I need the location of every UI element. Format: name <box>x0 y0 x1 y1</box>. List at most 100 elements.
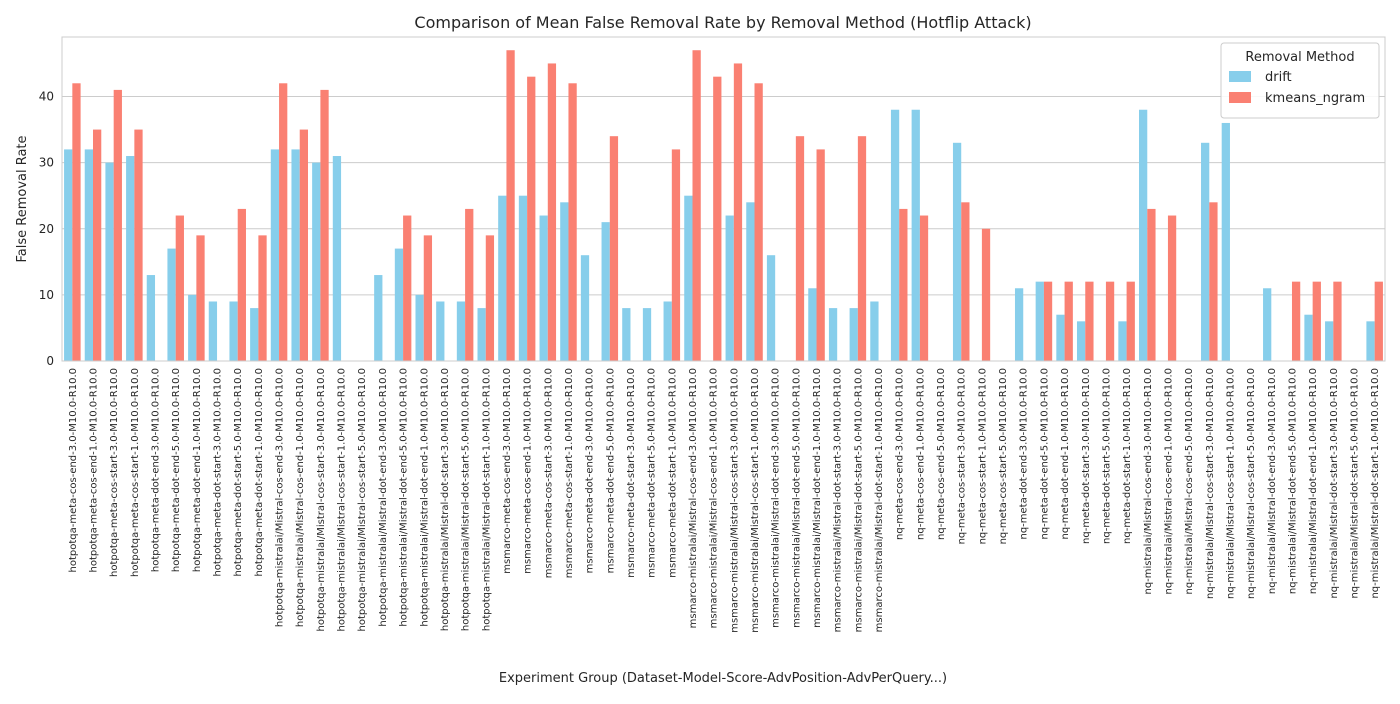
bar-drift <box>105 162 114 361</box>
x-tick-label: nq-mistralai/Mistral-cos-start-3.0-M10.0… <box>1205 368 1216 599</box>
bar-drift <box>456 301 466 361</box>
x-tick-label: nq-mistralai/Mistral-dot-end-5.0-M10.0-R… <box>1287 368 1298 594</box>
bar-drift <box>229 301 238 361</box>
x-tick-label: nq-meta-cos-start-3.0-M10.0-R10.0 <box>957 368 968 544</box>
bar-drift <box>642 308 652 361</box>
bar-drift <box>270 149 280 361</box>
x-tick-label: nq-meta-cos-end-3.0-M10.0-R10.0 <box>895 368 906 540</box>
bar-kmeans-ngram <box>713 76 722 362</box>
x-tick-label: msmarco-mistralai/Mistral-cos-start-1.0-… <box>750 368 761 633</box>
x-tick-label: hotpotqa-meta-dot-end-1.0-M10.0-R10.0 <box>192 368 203 572</box>
bar-drift <box>208 301 218 361</box>
bar-kmeans-ngram <box>279 83 288 362</box>
bar-kmeans-ngram <box>1312 281 1321 361</box>
x-tick-label: hotpotqa-meta-cos-start-1.0-M10.0-R10.0 <box>130 368 141 577</box>
bar-kmeans-ngram <box>1209 202 1218 361</box>
bar-kmeans-ngram <box>527 76 536 362</box>
x-tick-label: nq-mistralai/Mistral-dot-start-3.0-M10.0… <box>1329 368 1340 599</box>
bar-drift <box>746 202 755 361</box>
bar-drift <box>1304 314 1313 361</box>
x-tick-label: nq-meta-dot-start-5.0-M10.0-R10.0 <box>1101 368 1112 544</box>
bar-drift <box>394 248 404 361</box>
legend-swatch-kmeans-ngram <box>1229 92 1251 103</box>
bar-drift <box>1263 288 1272 361</box>
bar-kmeans-ngram <box>1085 281 1094 361</box>
x-tick-label: nq-meta-dot-end-5.0-M10.0-R10.0 <box>1039 368 1050 540</box>
bars <box>64 50 1383 362</box>
legend: Removal Method drift kmeans_ngram <box>1220 42 1380 119</box>
bar-kmeans-ngram <box>547 63 557 362</box>
bar-drift <box>663 301 672 361</box>
y-tick-label: 30 <box>39 156 54 170</box>
bar-kmeans-ngram <box>93 129 102 361</box>
x-tick-label: hotpotqa-meta-dot-end-5.0-M10.0-R10.0 <box>171 368 182 572</box>
bar-drift <box>146 275 156 361</box>
bar-drift <box>911 109 920 361</box>
bar-drift <box>580 255 590 361</box>
bar-kmeans-ngram <box>919 215 929 361</box>
legend-label-drift: drift <box>1265 70 1292 85</box>
x-tick-label: msmarco-mistralai/Mistral-dot-end-3.0-M1… <box>771 368 782 628</box>
chart-title: Comparison of Mean False Removal Rate by… <box>414 13 1031 32</box>
x-tick-label: hotpotqa-meta-cos-end-3.0-M10.0-R10.0 <box>68 368 79 573</box>
bar-kmeans-ngram <box>485 235 495 361</box>
bar-kmeans-ngram <box>733 63 743 362</box>
bar-kmeans-ngram <box>1291 281 1301 361</box>
bar-drift <box>64 149 73 361</box>
bar-drift <box>291 149 300 361</box>
x-tick-label: nq-meta-cos-start-1.0-M10.0-R10.0 <box>977 368 988 544</box>
x-tick-label: nq-mistralai/Mistral-dot-end-3.0-M10.0-R… <box>1267 368 1278 594</box>
x-tick-label: msmarco-mistralai/Mistral-dot-end-1.0-M1… <box>812 368 823 628</box>
x-tick-label: msmarco-meta-cos-start-1.0-M10.0-R10.0 <box>564 368 575 578</box>
bar-drift <box>622 308 631 361</box>
bar-drift <box>126 156 135 361</box>
bar-kmeans-ngram <box>465 208 474 361</box>
x-tick-label: nq-mistralai/Mistral-dot-start-1.0-M10.0… <box>1370 368 1381 599</box>
bar-kmeans-ngram <box>568 83 577 362</box>
bar-kmeans-ngram <box>237 208 246 361</box>
x-tick-label: nq-meta-dot-end-1.0-M10.0-R10.0 <box>1060 368 1071 540</box>
bar-kmeans-ngram <box>1374 281 1383 361</box>
x-axis-label: Experiment Group (Dataset-Model-Score-Ad… <box>499 671 947 686</box>
bar-kmeans-ngram <box>1126 281 1135 361</box>
x-tick-label: msmarco-mistralai/Mistral-dot-start-5.0-… <box>853 368 864 632</box>
bar-drift <box>518 195 528 361</box>
x-tick-label: hotpotqa-mistralai/Mistral-dot-start-3.0… <box>440 368 451 631</box>
bar-drift <box>539 215 548 361</box>
bar-drift <box>808 288 817 361</box>
x-tick-label: hotpotqa-meta-cos-end-1.0-M10.0-R10.0 <box>89 368 100 573</box>
x-tick-label: msmarco-meta-dot-start-1.0-M10.0-R10.0 <box>667 368 678 578</box>
y-tick-label: 0 <box>46 354 54 368</box>
legend-box <box>1220 42 1380 119</box>
bar-kmeans-ngram <box>1147 208 1156 361</box>
bar-drift <box>436 301 445 361</box>
x-tick-label: msmarco-mistralai/Mistral-dot-start-1.0-… <box>874 368 885 632</box>
bar-drift <box>1056 314 1065 361</box>
x-tick-label: hotpotqa-mistralai/Mistral-cos-start-3.0… <box>316 368 327 632</box>
bar-kmeans-ngram <box>981 228 991 361</box>
bar-kmeans-ngram <box>816 149 825 361</box>
bar-drift <box>684 195 693 361</box>
y-tick-label: 40 <box>39 90 54 104</box>
bar-kmeans-ngram <box>72 83 81 362</box>
bar-drift <box>374 275 383 361</box>
x-tick-label: msmarco-meta-cos-end-1.0-M10.0-R10.0 <box>523 368 534 574</box>
bar-drift <box>1201 142 1210 361</box>
bar-kmeans-ngram <box>857 136 867 361</box>
x-tick-label: hotpotqa-mistralai/Mistral-cos-start-5.0… <box>357 368 368 632</box>
x-tick-label: nq-meta-cos-end-1.0-M10.0-R10.0 <box>915 368 926 540</box>
x-tick-label: hotpotqa-mistralai/Mistral-dot-start-1.0… <box>481 368 492 631</box>
x-tick-label: msmarco-mistralai/Mistral-cos-start-3.0-… <box>729 368 740 633</box>
bar-drift <box>1076 321 1086 361</box>
bar-drift <box>870 301 879 361</box>
bar-kmeans-ngram <box>113 89 122 362</box>
bar-kmeans-ngram <box>795 136 805 361</box>
x-tick-label: nq-meta-dot-end-3.0-M10.0-R10.0 <box>1019 368 1030 540</box>
bar-kmeans-ngram <box>899 208 908 361</box>
bar-drift <box>1366 321 1375 361</box>
x-tick-label: nq-mistralai/Mistral-dot-end-1.0-M10.0-R… <box>1308 368 1319 594</box>
x-tick-label: nq-mistralai/Mistral-cos-start-1.0-M10.0… <box>1225 368 1236 599</box>
x-tick-label: msmarco-meta-dot-end-5.0-M10.0-R10.0 <box>605 368 616 573</box>
